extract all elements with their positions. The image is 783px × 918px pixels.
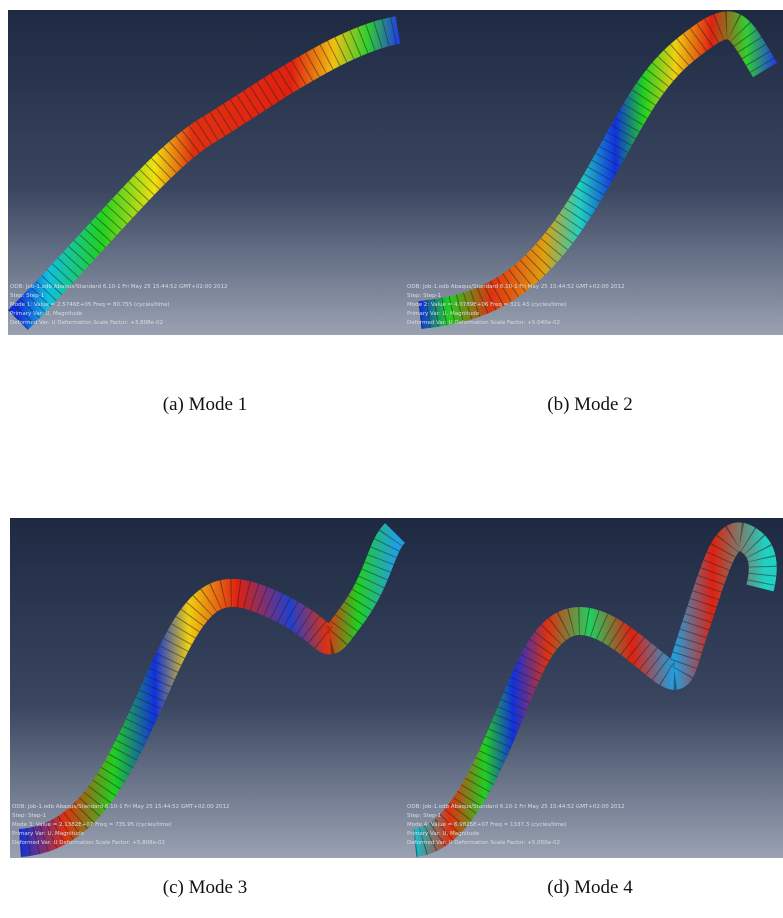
overlay-text: Deformed Var: U Deformation Scale Factor… — [407, 320, 560, 326]
overlay-text: Step: Step-1 — [407, 813, 441, 819]
overlay-text: Mode 2: Value = 4.0789E+06 Freq = 321.43… — [407, 302, 567, 308]
overlay-text: Primary Var: U, Magnitude — [10, 311, 83, 317]
panel-a: ODB: Job-1.odb Abaqus/Standard 6.10-1 Fr… — [8, 10, 405, 335]
beam — [18, 523, 406, 857]
overlay-text: Deformed Var: U Deformation Scale Factor… — [407, 840, 560, 846]
overlay-text: Deformed Var: U Deformation Scale Factor… — [12, 840, 165, 846]
overlay-text: Step: Step-1 — [10, 293, 44, 299]
caption: (d) Mode 4 — [547, 877, 633, 898]
overlay-text: Mode 1: Value = 2.5746E+05 Freq = 80.755… — [10, 302, 170, 308]
overlay-text: Step: Step-1 — [12, 813, 46, 819]
overlay-text: ODB: Job-1.odb Abaqus/Standard 6.10-1 Fr… — [10, 284, 228, 290]
overlay-text: Primary Var: U, Magnitude — [12, 831, 85, 837]
overlay-text: ODB: Job-1.odb Abaqus/Standard 6.10-1 Fr… — [407, 284, 625, 290]
beam — [8, 16, 401, 330]
overlay-text: ODB: Job-1.odb Abaqus/Standard 6.10-1 Fr… — [12, 804, 230, 810]
caption: (c) Mode 3 — [163, 877, 247, 898]
overlay-text: Mode 4: Value = 6.9825E+07 Freq = 1337.3… — [407, 822, 567, 828]
overlay-text: Primary Var: U, Magnitude — [407, 831, 480, 837]
panel-c: ODB: Job-1.odb Abaqus/Standard 6.10-1 Fr… — [10, 518, 406, 858]
caption: (b) Mode 2 — [547, 394, 632, 415]
overlay-text: Step: Step-1 — [407, 293, 441, 299]
caption: (a) Mode 1 — [163, 394, 247, 415]
panel-b: ODB: Job-1.odb Abaqus/Standard 6.10-1 Fr… — [405, 10, 783, 335]
overlay-text: Mode 3: Value = 2.1382E+07 Freq = 735.95… — [12, 822, 172, 828]
overlay-text: ODB: Job-1.odb Abaqus/Standard 6.10-1 Fr… — [407, 804, 625, 810]
overlay-text: Primary Var: U, Magnitude — [407, 311, 480, 317]
panel-d: ODB: Job-1.odb Abaqus/Standard 6.10-1 Fr… — [405, 518, 783, 858]
mesh — [412, 522, 777, 857]
overlay-text: Deformed Var: U Deformation Scale Factor… — [10, 320, 163, 326]
beam — [418, 11, 778, 329]
